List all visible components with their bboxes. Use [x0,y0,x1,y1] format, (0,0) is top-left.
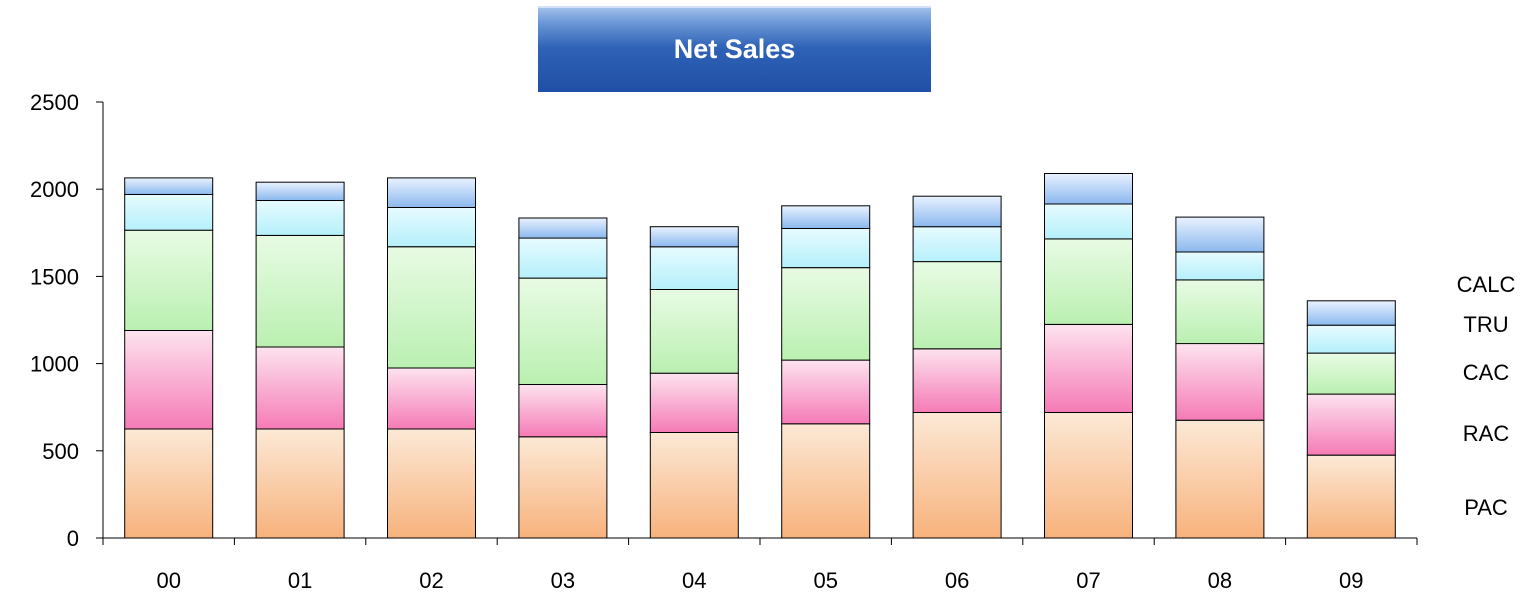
bar-tru-03 [518,237,608,279]
bar-rac-08 [1175,343,1265,421]
bar-pac-00 [124,428,214,539]
y-tick-label: 500 [42,439,79,464]
legend-layer: PAC RAC CAC TRU CALC [1457,272,1516,520]
bar-pac-08 [1175,419,1265,539]
bar-calc-04 [649,226,739,248]
bar-pac-09 [1306,454,1396,539]
bar-calc-00 [124,177,214,195]
x-tick-label: 09 [1339,568,1363,593]
bar-pac-04 [649,432,739,539]
legend-label-rac: RAC [1463,421,1510,446]
bar-tru-02 [387,207,476,248]
bar-calc-03 [518,217,608,239]
bars-layer [124,173,1396,539]
x-tick-label: 08 [1208,568,1232,593]
bar-rac-03 [518,384,608,438]
bar-cac-03 [518,277,608,386]
x-tick-label: 07 [1076,568,1100,593]
bar-cac-05 [781,267,871,361]
axes-layer [96,101,1418,545]
bar-rac-05 [781,359,871,425]
x-tick-label: 02 [419,568,443,593]
bar-cac-09 [1306,352,1396,395]
x-tick-label: 03 [551,568,575,593]
y-tick-label: 2000 [30,177,79,202]
chart-title: Net Sales [538,6,931,92]
bar-tru-01 [255,200,345,236]
bar-rac-07 [1044,323,1133,413]
bar-cac-00 [124,229,214,331]
legend-label-tru: TRU [1463,312,1508,337]
bar-cac-06 [912,261,1002,350]
bar-cac-01 [255,234,345,348]
bar-pac-02 [387,428,476,539]
bar-cac-08 [1175,279,1265,345]
bar-pac-03 [518,436,608,539]
bar-pac-06 [912,411,1002,539]
y-tick-label: 2500 [30,90,79,115]
bar-cac-04 [649,289,739,374]
bar-tru-06 [912,226,1002,263]
bar-calc-06 [912,195,1002,228]
bar-pac-07 [1044,411,1133,539]
tick-labels-layer: 0 500 1000 1500 2000 2500 00 01 02 03 04 05 06 07 08 09 [30,90,1363,593]
x-tick-label: 01 [288,568,312,593]
bar-tru-07 [1044,203,1133,240]
bar-calc-05 [781,205,871,230]
bar-pac-05 [781,423,871,539]
x-tick-label: 00 [156,568,180,593]
bar-calc-01 [255,181,345,201]
y-tick-label: 0 [67,526,79,551]
bar-cac-07 [1044,238,1133,325]
bar-tru-09 [1306,324,1396,354]
bar-tru-04 [649,246,739,291]
legend-label-pac: PAC [1464,495,1508,520]
y-tick-label: 1500 [30,264,79,289]
bar-rac-09 [1306,393,1396,456]
bar-calc-08 [1175,216,1265,253]
x-tick-label: 06 [945,568,969,593]
bar-tru-05 [781,227,871,269]
bar-rac-06 [912,348,1002,413]
bar-calc-02 [387,177,476,208]
bar-calc-09 [1306,300,1396,326]
bar-rac-04 [649,372,739,434]
bar-tru-00 [124,193,214,231]
bar-rac-00 [124,330,214,430]
x-tick-label: 05 [813,568,837,593]
bar-pac-01 [255,428,345,539]
bar-rac-01 [255,346,345,430]
bar-cac-02 [387,246,476,369]
bar-calc-07 [1044,173,1133,205]
y-tick-label: 1000 [30,352,79,377]
legend-label-cac: CAC [1463,360,1510,385]
bar-tru-08 [1175,251,1265,281]
legend-label-calc: CALC [1457,272,1516,297]
bar-rac-02 [387,367,476,430]
x-tick-label: 04 [682,568,706,593]
